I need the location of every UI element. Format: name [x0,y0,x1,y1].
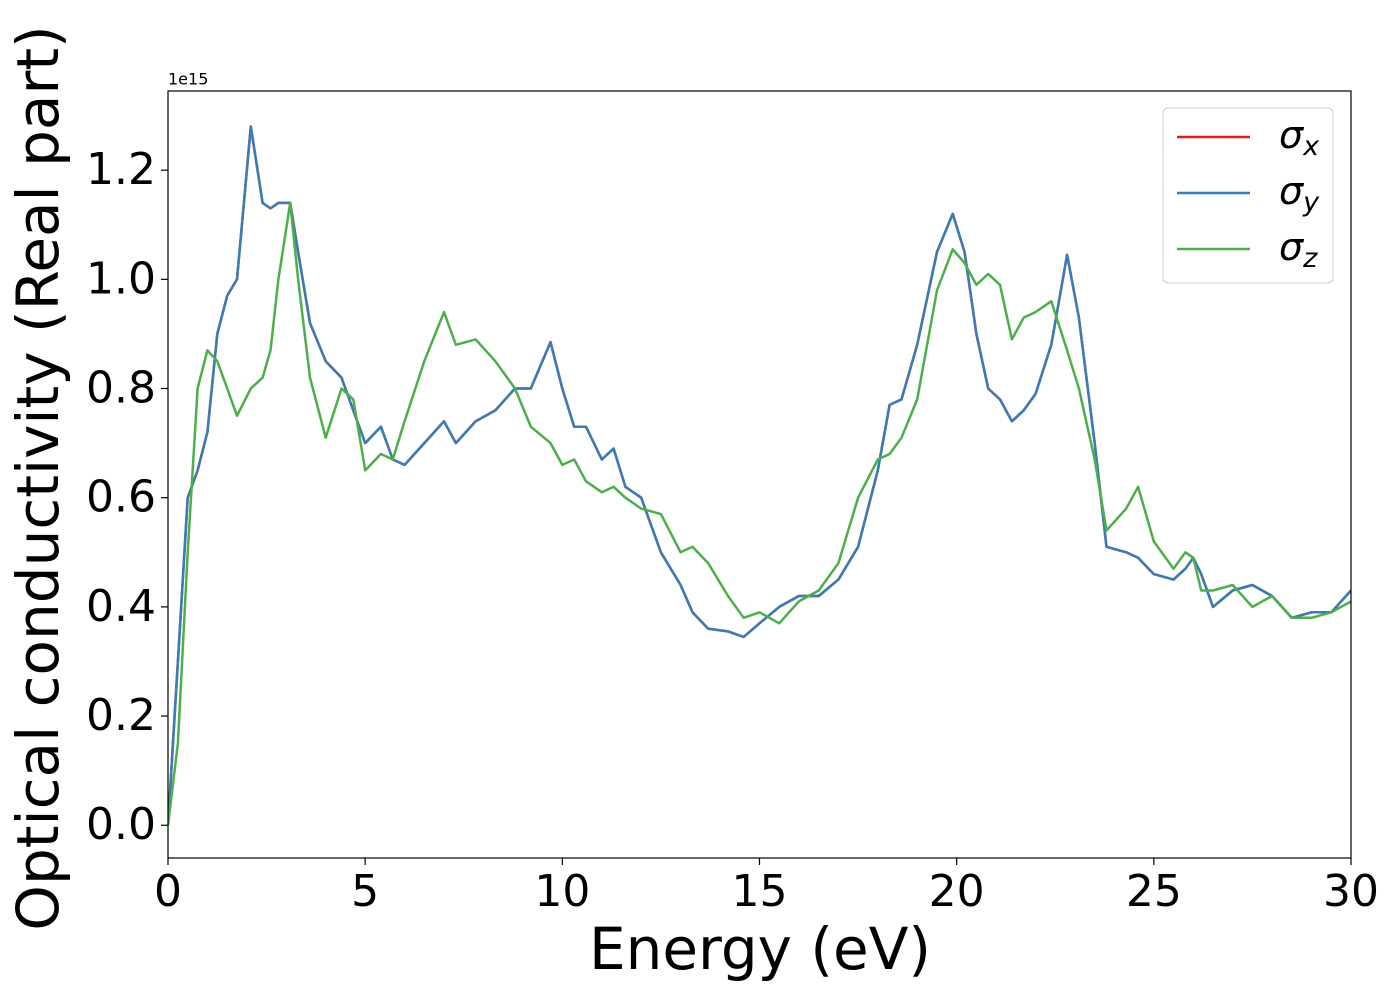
x-tick-label: 10 [534,866,590,917]
x-tick-label: 30 [1323,866,1379,917]
y-tick-label: 0.2 [86,690,156,741]
y-tick-label: 0.4 [86,581,156,632]
y-tick-label: 0.8 [86,363,156,414]
legend-box [1162,107,1334,284]
x-tick-label: 15 [732,866,788,917]
series-line [168,125,1351,826]
y-axis-label: Optical conductivity (Real part) [4,25,72,930]
y-tick-label: 0.6 [86,472,156,523]
series-line [168,201,1351,826]
legend-label: σx [1279,113,1320,162]
x-tick-label: 5 [351,866,379,917]
y-offset-text: 1e15 [168,70,208,89]
legend-label: σz [1279,225,1318,274]
x-tick-label: 25 [1126,866,1182,917]
x-tick-label: 20 [929,866,985,917]
y-tick-label: 0.0 [86,799,156,850]
legend-label: σy [1279,169,1320,218]
x-tick-label: 0 [154,866,182,917]
x-axis-label: Energy (eV) [589,915,931,983]
y-tick-label: 1.0 [86,253,156,304]
plot-frame [167,90,1352,859]
y-tick-label: 1.2 [86,144,156,195]
